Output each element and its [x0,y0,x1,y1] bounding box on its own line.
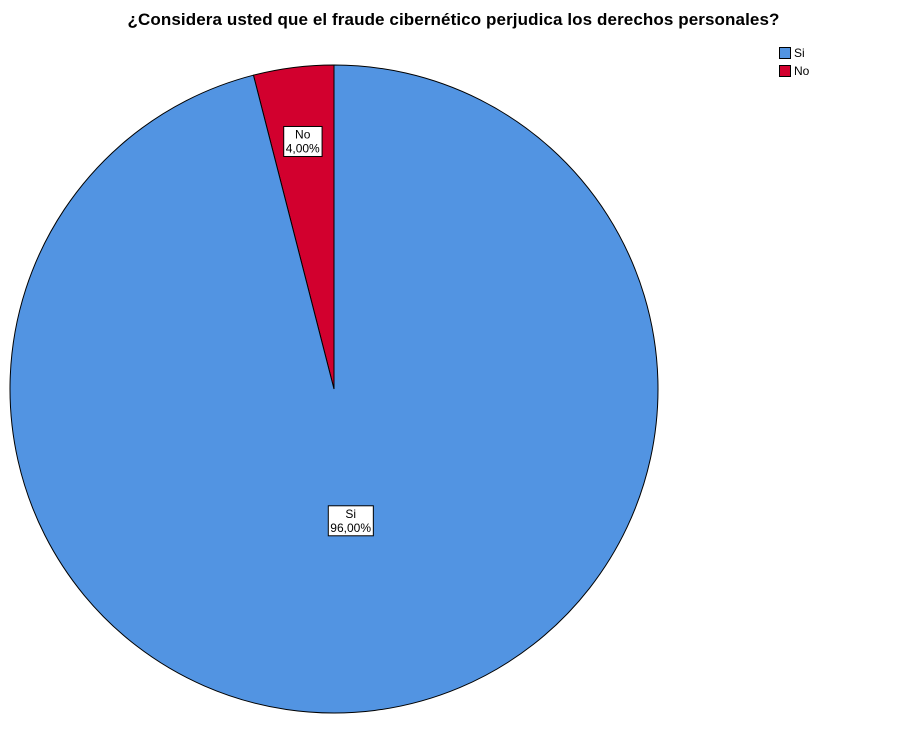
slice-label-category: No [295,127,311,141]
slice-label-value: 96,00% [330,521,371,535]
pie-slice-si [9,64,659,714]
slice-label-category: Si [345,507,356,521]
legend-item-no: No [779,62,809,80]
legend-label-si: Si [794,46,805,60]
legend-item-si: Si [779,44,809,62]
legend: Si No [779,44,809,80]
slice-label-no: No4,00% [283,125,323,157]
slice-label-box [327,505,374,537]
legend-label-no: No [794,64,810,78]
chart-title: ¿Considera usted que el fraude cibernéti… [127,10,780,29]
legend-swatch-no [779,65,791,77]
slice-label-box [283,125,323,157]
legend-swatch-si [779,47,791,59]
slice-label-value: 4,00% [286,141,320,155]
